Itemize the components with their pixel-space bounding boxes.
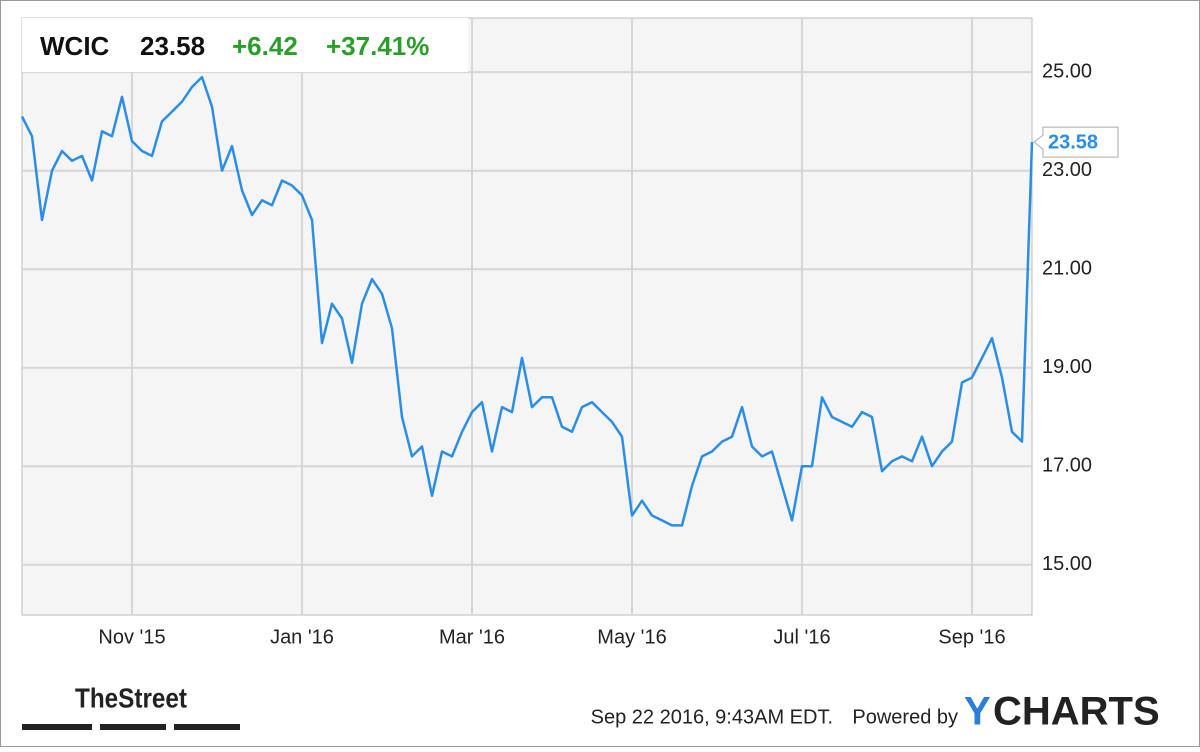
y-tick-label: 17.00 xyxy=(1042,455,1092,477)
x-tick-label: Sep '16 xyxy=(938,626,1005,648)
x-tick-label: Nov '15 xyxy=(98,626,165,648)
last-value-callout xyxy=(1033,126,1119,158)
brand-logo: CHARTS xyxy=(993,690,1160,734)
grid xyxy=(22,18,1032,615)
change-percent: +37.41% xyxy=(326,31,429,61)
y-tick-label: 21.00 xyxy=(1042,257,1092,279)
y-tick-label: 19.00 xyxy=(1042,356,1092,378)
powered-by: Powered by xyxy=(852,706,958,728)
header-box xyxy=(22,18,468,72)
last-value-label: 23.58 xyxy=(1048,131,1098,153)
logo-bar xyxy=(22,724,92,730)
source-logo: TheStreet xyxy=(75,682,187,713)
timestamp: Sep 22 2016, 9:43AM EDT. xyxy=(591,706,833,728)
y-tick-label: 25.00 xyxy=(1042,60,1092,82)
logo-bar xyxy=(174,724,240,730)
brand-logo: Y xyxy=(964,690,991,734)
y-tick-label: 23.00 xyxy=(1042,159,1092,181)
ticker: WCIC xyxy=(40,31,110,61)
x-tick-label: Jul '16 xyxy=(773,626,830,648)
logo-bar xyxy=(100,724,166,730)
plot-area xyxy=(21,17,1033,616)
x-tick-label: May '16 xyxy=(597,626,666,648)
x-tick-label: Jan '16 xyxy=(270,626,334,648)
price-line xyxy=(20,75,1034,527)
change: +6.42 xyxy=(232,31,298,61)
price: 23.58 xyxy=(140,31,205,61)
y-tick-label: 15.00 xyxy=(1042,553,1092,575)
x-tick-label: Mar '16 xyxy=(439,626,505,648)
